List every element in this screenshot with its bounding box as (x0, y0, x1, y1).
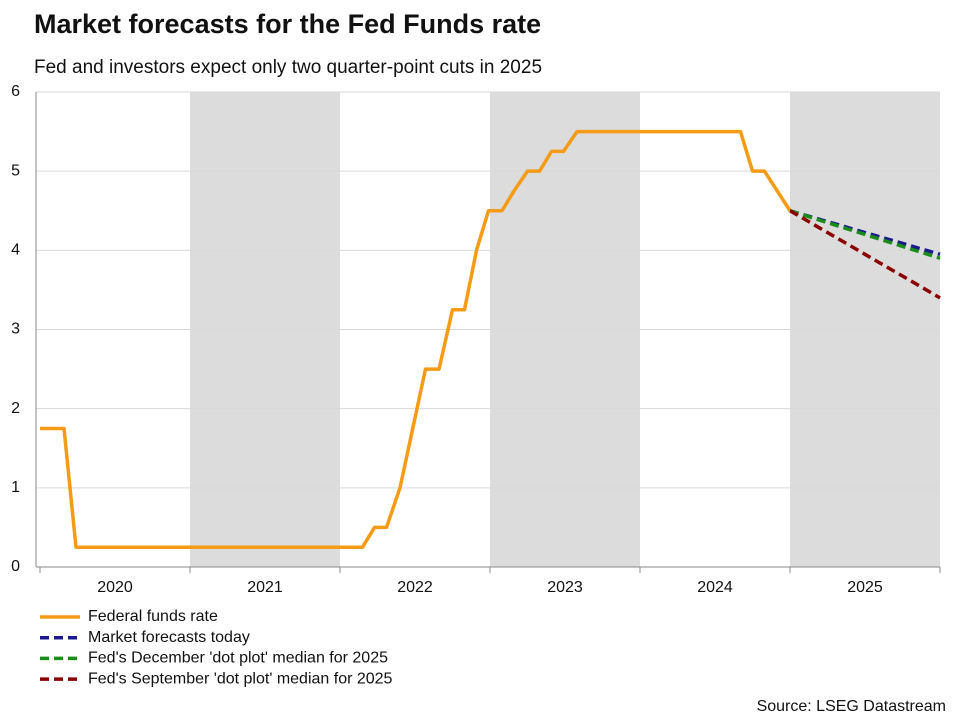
x-tick-label: 2022 (397, 579, 433, 596)
x-tick-label: 2025 (847, 579, 883, 596)
x-tick-label: 2021 (247, 579, 283, 596)
legend-label: Fed's September 'dot plot' median for 20… (88, 670, 393, 687)
y-tick-label: 1 (11, 479, 20, 496)
legend-label: Fed's December 'dot plot' median for 202… (88, 650, 388, 667)
y-tick-label: 6 (11, 83, 20, 100)
x-tick-label: 2024 (697, 579, 733, 596)
chart-title: Market forecasts for the Fed Funds rate (34, 9, 541, 39)
y-tick-label: 0 (11, 558, 20, 575)
series-line (789, 209, 941, 260)
source-note: Source: LSEG Datastream (757, 698, 946, 715)
x-tick-label: 2020 (97, 579, 133, 596)
y-tick-label: 3 (11, 321, 20, 338)
legend-label: Market forecasts today (88, 629, 250, 646)
legend-label: Federal funds rate (88, 608, 218, 625)
y-tick-label: 4 (11, 242, 20, 259)
x-tick-label: 2023 (547, 579, 583, 596)
series-line (40, 129, 792, 549)
chart-subtitle: Fed and investors expect only two quarte… (34, 57, 542, 78)
y-tick-label: 5 (11, 162, 20, 179)
series-line (789, 209, 941, 256)
y-tick-label: 2 (11, 400, 20, 417)
series-line (789, 209, 941, 300)
